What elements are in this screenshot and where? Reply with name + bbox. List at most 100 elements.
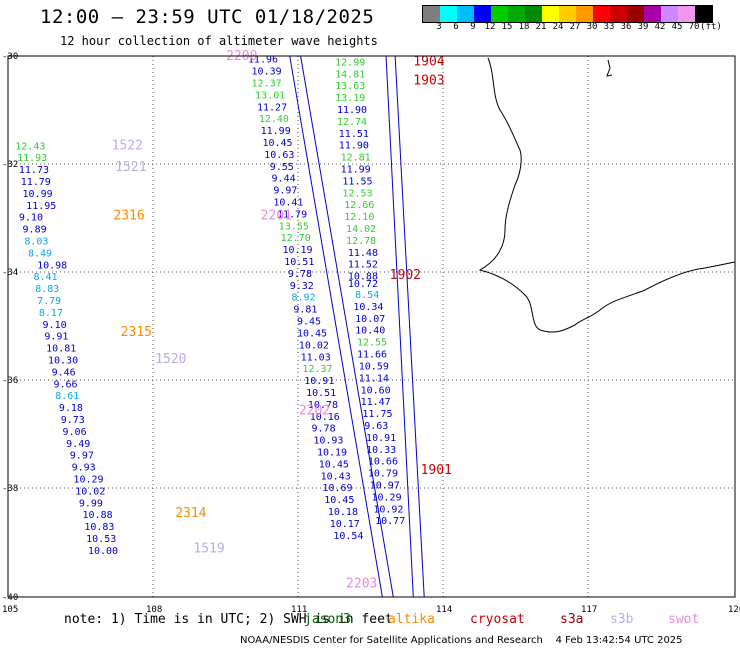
island-outline bbox=[606, 59, 613, 77]
wave-height-value: 12.99 bbox=[335, 57, 365, 68]
wave-height-value: 11.99 bbox=[261, 126, 291, 137]
wave-height-value: 9.81 bbox=[293, 305, 317, 316]
wave-height-value: 12.40 bbox=[259, 114, 289, 125]
wave-height-value: 10.19 bbox=[282, 245, 312, 256]
wave-height-value: 9.97 bbox=[70, 451, 94, 462]
wave-height-value: 13.55 bbox=[279, 221, 309, 232]
wave-height-value: 9.06 bbox=[63, 427, 87, 438]
color-swatch bbox=[559, 6, 576, 22]
wave-height-value: 10.02 bbox=[75, 486, 105, 497]
color-swatch bbox=[474, 6, 491, 22]
lat-tick-label: -36 bbox=[2, 376, 18, 386]
satellite-legend-item: altika bbox=[388, 612, 435, 627]
wave-height-value: 12.81 bbox=[341, 153, 371, 164]
wave-height-value: 10.99 bbox=[23, 189, 53, 200]
wave-height-value: 11.03 bbox=[301, 352, 331, 363]
wave-height-value: 11.96 bbox=[248, 55, 278, 66]
satellite-track bbox=[394, 55, 425, 598]
pass-id-label: 1522 bbox=[112, 138, 143, 153]
wave-height-value: 10.45 bbox=[297, 328, 327, 339]
wave-height-value: 10.18 bbox=[328, 507, 358, 518]
pass-id-label: 1902 bbox=[390, 268, 421, 283]
wave-height-value: 10.07 bbox=[355, 314, 385, 325]
color-swatch bbox=[525, 6, 542, 22]
wave-height-value: 10.51 bbox=[284, 257, 314, 268]
wave-height-value: 12.70 bbox=[281, 233, 311, 244]
wave-height-value: 10.43 bbox=[321, 471, 351, 482]
map-subtitle: 12 hour collection of altimeter wave hei… bbox=[60, 34, 378, 48]
lat-tick-label: -38 bbox=[2, 484, 18, 494]
wave-height-value: 11.99 bbox=[341, 165, 371, 176]
lon-tick-label: 105 bbox=[2, 605, 18, 615]
wave-height-value: 10.39 bbox=[252, 67, 282, 78]
wave-height-value: 11.55 bbox=[342, 176, 372, 187]
wave-height-value: 10.63 bbox=[264, 150, 294, 161]
color-swatch bbox=[627, 6, 644, 22]
color-scale-label: 33 bbox=[603, 22, 615, 32]
wave-height-value: 9.46 bbox=[52, 367, 76, 378]
wave-height-value: 11.27 bbox=[257, 102, 287, 113]
pass-id-label: 1904 bbox=[413, 54, 444, 69]
wave-height-value: 10.78 bbox=[308, 400, 338, 411]
wave-height-value: 9.99 bbox=[79, 498, 103, 509]
color-scale-label: 42 bbox=[654, 22, 666, 32]
wave-height-value: 10.93 bbox=[313, 436, 343, 447]
color-scale-label: 36 bbox=[620, 22, 632, 32]
color-scale-labels: 3 6 9 12 15 18 21 24 27 30 33 36 39 42 45 70 (ft) bbox=[422, 22, 740, 34]
wave-height-value: 9.91 bbox=[44, 332, 68, 343]
pass-id-label: 2314 bbox=[175, 506, 206, 521]
wave-height-value: 10.83 bbox=[84, 522, 114, 533]
wave-height-value: 10.30 bbox=[48, 356, 78, 367]
wave-height-value: 12.53 bbox=[342, 188, 372, 199]
wave-height-value: 11.93 bbox=[17, 153, 47, 164]
color-swatch bbox=[610, 6, 627, 22]
wave-height-value: 12.43 bbox=[15, 141, 45, 152]
wave-height-value: 9.78 bbox=[288, 269, 312, 280]
satellite-legend-item: s3a bbox=[560, 612, 584, 627]
satellite-tracks bbox=[289, 55, 425, 598]
wave-height-value: 14.02 bbox=[346, 224, 376, 235]
wave-height-value: 9.18 bbox=[59, 403, 83, 414]
color-swatch bbox=[661, 6, 678, 22]
wave-height-value: 10.54 bbox=[333, 531, 363, 542]
satellite-legend-item: cryosat bbox=[470, 612, 525, 627]
wave-height-value: 12.10 bbox=[344, 212, 374, 223]
wave-height-value: 12.78 bbox=[346, 236, 376, 247]
lat-tick-label: -40 bbox=[2, 593, 18, 603]
wave-height-value: 13.63 bbox=[335, 81, 365, 92]
wave-height-value: 9.89 bbox=[23, 225, 47, 236]
pass-id-label: 1901 bbox=[421, 463, 452, 478]
color-swatch bbox=[423, 6, 440, 22]
wave-height-value: 9.32 bbox=[290, 281, 314, 292]
wave-height-value: 8.41 bbox=[33, 272, 57, 283]
wave-height-value: 10.40 bbox=[355, 326, 385, 337]
wave-height-value: 11.51 bbox=[339, 129, 369, 140]
wave-height-value: 9.93 bbox=[72, 463, 96, 474]
color-scale-bar bbox=[422, 5, 713, 23]
wave-height-value: 10.88 bbox=[83, 510, 113, 521]
australia-coastline bbox=[478, 57, 736, 333]
wave-height-value: 10.88 bbox=[348, 272, 378, 283]
color-swatch bbox=[695, 6, 712, 22]
credit-footer: NOAA/NESDIS Center for Satellite Applica… bbox=[240, 635, 683, 646]
lon-tick-label: 108 bbox=[146, 605, 162, 615]
lon-tick-label: 114 bbox=[436, 605, 452, 615]
wave-height-value: 11.52 bbox=[348, 260, 378, 271]
wave-height-value: 9.63 bbox=[364, 421, 388, 432]
color-scale-label: 15 bbox=[501, 22, 513, 32]
lon-tick-label: 111 bbox=[291, 605, 307, 615]
color-scale-label: 45 bbox=[671, 22, 683, 32]
wave-height-value: 10.45 bbox=[319, 459, 349, 470]
wave-height-value: 10.17 bbox=[330, 519, 360, 530]
wave-height-value: 10.51 bbox=[306, 388, 336, 399]
axis-ticks: 105 108 111 114 117 120 -30 -32 -34 -36 -38 -40 bbox=[2, 52, 740, 615]
wave-height-value: 11.48 bbox=[348, 248, 378, 259]
wave-height-value: 12.66 bbox=[344, 200, 374, 211]
color-scale-label: 39 bbox=[637, 22, 649, 32]
wave-height-value: 13.19 bbox=[335, 93, 365, 104]
pass-id-label: 2201 bbox=[261, 209, 292, 224]
wave-height-value: 9.55 bbox=[270, 162, 294, 173]
map-title: 12:00 – 23:59 UTC 01/18/2025 bbox=[40, 6, 375, 28]
color-scale-label: 6 bbox=[453, 22, 459, 32]
